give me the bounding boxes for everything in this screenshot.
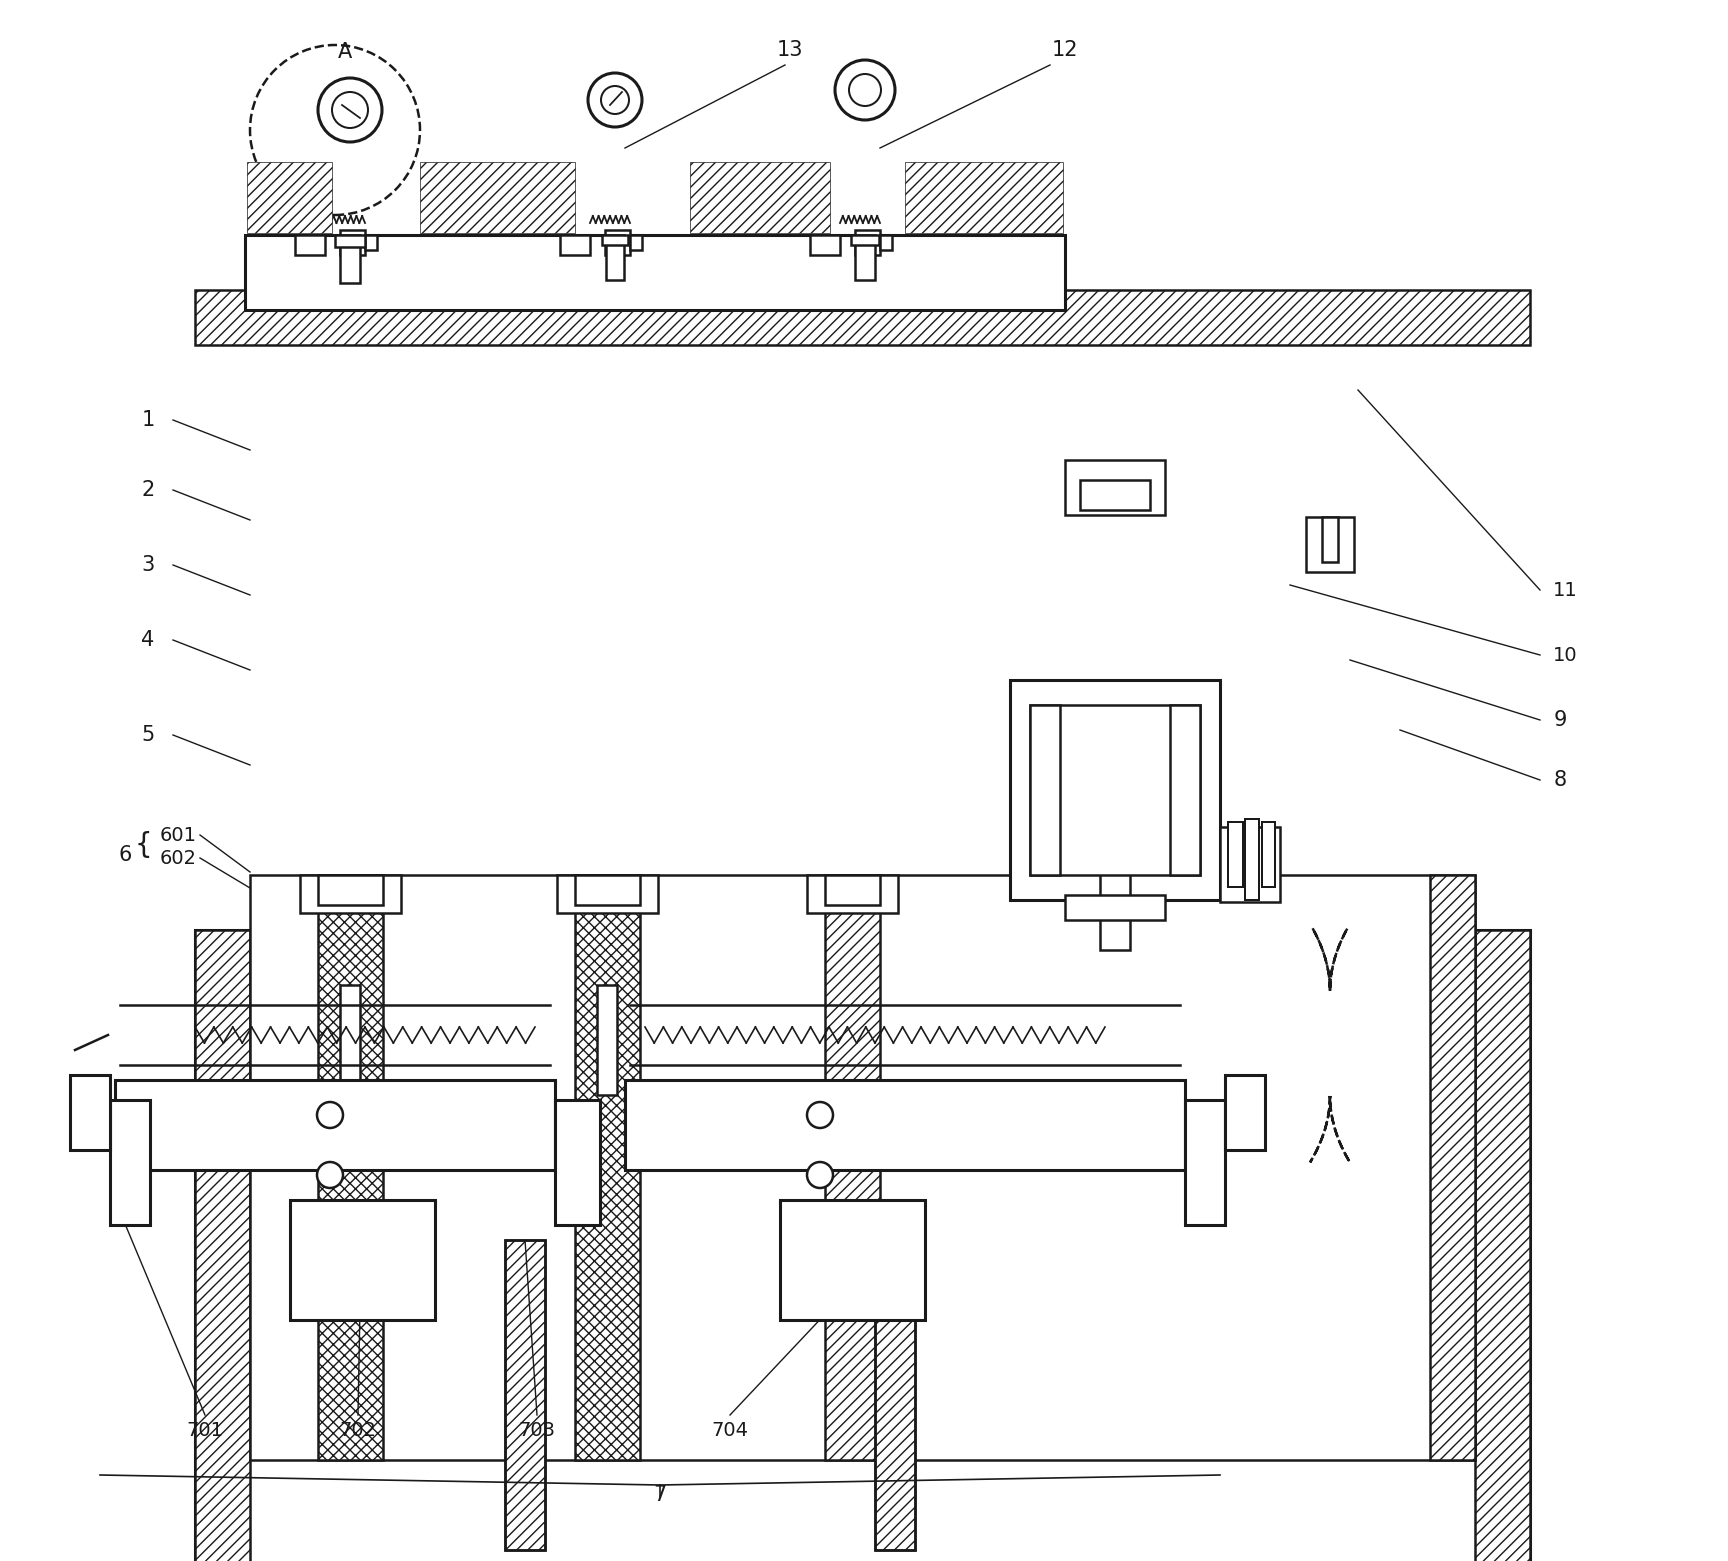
Text: 5: 5: [142, 724, 154, 745]
Bar: [1306, 517, 1355, 571]
Text: 601: 601: [159, 826, 197, 845]
Bar: [318, 876, 384, 1460]
Circle shape: [251, 45, 420, 215]
Text: 602: 602: [159, 849, 197, 868]
Text: 704: 704: [712, 1421, 748, 1439]
Bar: [1431, 876, 1476, 1460]
Bar: [365, 236, 377, 250]
Bar: [560, 236, 589, 254]
Bar: [420, 162, 575, 233]
Bar: [607, 236, 624, 279]
Bar: [626, 1080, 1185, 1171]
Bar: [1220, 827, 1280, 902]
Bar: [1261, 823, 1275, 887]
Bar: [1322, 517, 1337, 562]
Text: 3: 3: [142, 556, 154, 574]
Bar: [689, 162, 829, 233]
Bar: [1064, 460, 1165, 515]
Bar: [601, 236, 627, 245]
Bar: [855, 236, 874, 279]
Text: 6: 6: [118, 845, 131, 865]
Bar: [340, 229, 365, 254]
Bar: [116, 1080, 555, 1171]
Bar: [335, 236, 365, 247]
Circle shape: [807, 1161, 833, 1188]
Circle shape: [588, 73, 643, 126]
Text: 702: 702: [339, 1421, 377, 1439]
Bar: [1101, 869, 1130, 951]
Bar: [824, 876, 880, 905]
Bar: [880, 236, 892, 250]
Text: {: {: [135, 830, 152, 859]
Text: 10: 10: [1553, 646, 1578, 665]
Bar: [779, 1200, 924, 1321]
Circle shape: [848, 73, 881, 106]
Circle shape: [316, 1102, 342, 1129]
Circle shape: [601, 86, 629, 114]
Bar: [1064, 894, 1165, 919]
Bar: [807, 876, 899, 913]
Bar: [340, 985, 359, 1094]
Circle shape: [332, 92, 368, 128]
Text: A: A: [339, 42, 353, 62]
Bar: [290, 1200, 435, 1321]
Text: 9: 9: [1553, 710, 1567, 731]
Bar: [505, 1239, 544, 1550]
Bar: [1225, 1076, 1265, 1150]
Bar: [505, 1239, 544, 1550]
Text: 4: 4: [142, 631, 154, 649]
Bar: [1170, 706, 1199, 876]
Bar: [195, 930, 251, 1561]
Bar: [1229, 823, 1242, 887]
Bar: [874, 1239, 916, 1550]
Circle shape: [807, 1102, 833, 1129]
Bar: [855, 229, 880, 254]
Bar: [874, 1239, 916, 1550]
Text: 8: 8: [1553, 770, 1567, 790]
Bar: [555, 1101, 600, 1225]
Bar: [575, 876, 639, 1460]
Bar: [245, 236, 1064, 311]
Circle shape: [318, 78, 382, 142]
Bar: [1030, 706, 1059, 876]
Bar: [247, 162, 332, 233]
Circle shape: [316, 1161, 342, 1188]
Bar: [631, 236, 643, 250]
Bar: [1185, 1101, 1225, 1225]
Bar: [71, 1076, 111, 1150]
Bar: [575, 876, 639, 905]
Bar: [596, 985, 617, 1094]
Bar: [340, 236, 359, 283]
Text: 11: 11: [1553, 581, 1578, 599]
Bar: [605, 229, 631, 254]
Bar: [1244, 820, 1260, 901]
Bar: [111, 1101, 150, 1225]
Bar: [251, 876, 1476, 1460]
Text: 703: 703: [518, 1421, 555, 1439]
Text: 13: 13: [778, 41, 804, 59]
Bar: [195, 290, 1529, 345]
Bar: [1030, 706, 1199, 876]
Text: 7: 7: [653, 1485, 667, 1505]
Bar: [295, 236, 325, 254]
Bar: [850, 236, 880, 245]
Bar: [556, 876, 658, 913]
Bar: [810, 236, 840, 254]
Bar: [195, 930, 1529, 985]
Bar: [1009, 681, 1220, 901]
Text: 701: 701: [187, 1421, 223, 1439]
Bar: [301, 876, 401, 913]
Text: 12: 12: [1052, 41, 1078, 59]
Bar: [1080, 479, 1151, 510]
Bar: [1476, 930, 1529, 1561]
Bar: [824, 876, 880, 1460]
Bar: [318, 876, 384, 905]
Bar: [195, 930, 1529, 1561]
Text: 1: 1: [142, 411, 154, 429]
Circle shape: [835, 59, 895, 120]
Text: 2: 2: [142, 479, 154, 500]
Bar: [905, 162, 1063, 233]
